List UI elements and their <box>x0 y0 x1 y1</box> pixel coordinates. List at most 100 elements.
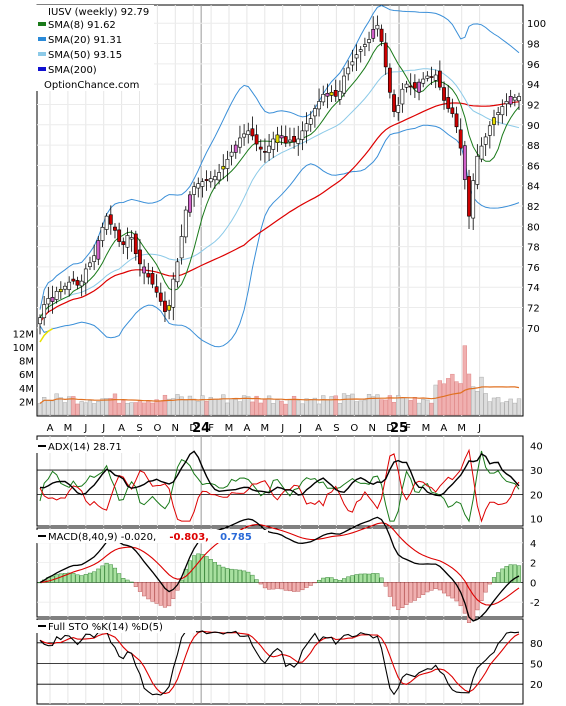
volume-bar <box>141 402 147 416</box>
candle-body <box>129 237 134 240</box>
volume-bar <box>358 400 363 416</box>
candle-body <box>125 235 130 248</box>
candle-body <box>442 87 446 101</box>
candle-body <box>400 88 405 105</box>
macd-histogram-bar <box>504 566 509 583</box>
macd-histogram-bar <box>79 575 84 583</box>
month-label: M <box>64 423 73 434</box>
volume-bar <box>396 395 401 416</box>
macd-histogram-bar <box>358 573 363 583</box>
macd-histogram-bar <box>516 565 522 583</box>
volume-bar <box>154 399 159 416</box>
adx-tick-label: 10 <box>530 515 543 526</box>
macd-histogram-bar <box>379 577 384 583</box>
macd-histogram-bar <box>450 582 455 599</box>
candle-body <box>288 139 292 143</box>
month-label: J <box>477 423 481 434</box>
macd-histogram-bar <box>491 577 497 583</box>
price-tick-label: 70 <box>527 324 540 335</box>
macd-histogram-bar <box>258 582 263 585</box>
candle-body <box>337 90 342 100</box>
volume-bar <box>379 399 384 416</box>
volume-bar <box>196 401 201 416</box>
candle-body <box>517 96 521 102</box>
volume-bar <box>187 395 193 416</box>
volume-bar <box>225 402 230 416</box>
macd-histogram-bar <box>400 582 405 609</box>
sto-frame <box>36 618 524 705</box>
candle-body <box>46 298 51 305</box>
volume-bar <box>137 400 143 416</box>
plus-di-line <box>39 450 520 523</box>
volume-bar <box>212 399 218 416</box>
macd-histogram-bar <box>87 572 93 583</box>
month-label: M <box>225 423 234 434</box>
volume-bar <box>479 376 484 416</box>
volume-bar <box>83 402 88 416</box>
macd-histogram-bar <box>500 568 505 583</box>
volume-bar <box>496 397 501 416</box>
volume-bar <box>275 399 280 416</box>
adx-panel: 10 20 30 40 <box>37 442 543 526</box>
volume-bar <box>400 397 405 416</box>
macd-histogram-bar <box>254 579 259 583</box>
minus-di-line <box>39 448 520 523</box>
macd-histogram-bar <box>71 572 76 583</box>
candle-body <box>346 67 351 75</box>
candle-body <box>467 176 471 217</box>
volume-bar <box>446 378 451 416</box>
volume-bar <box>179 396 184 416</box>
volume-tick-label: 10M <box>13 343 34 354</box>
macd-histogram-bar <box>137 582 143 592</box>
volume-bar <box>354 401 359 416</box>
candle-body <box>254 134 259 145</box>
candle-body <box>350 61 355 66</box>
candle-body <box>471 180 476 219</box>
price-tick-label: 98 <box>527 40 540 51</box>
macd-histogram-bar <box>321 577 326 583</box>
macd-histogram-bar <box>441 582 447 594</box>
candle-body <box>104 215 109 230</box>
candle-body <box>358 49 363 52</box>
macd-histogram-bar <box>112 567 118 583</box>
candle-body <box>483 136 488 145</box>
candle-body <box>167 305 172 311</box>
macd-histogram-bar <box>312 582 317 584</box>
candle-body <box>404 83 409 88</box>
volume-bar <box>391 402 397 416</box>
macd-histogram-bar <box>375 573 380 583</box>
macd-histogram-bar <box>129 581 134 583</box>
volume-bar <box>216 398 222 416</box>
candle-body <box>292 136 296 143</box>
volume-bar <box>250 401 255 416</box>
candle-body <box>246 130 251 136</box>
candle-body <box>479 145 484 160</box>
candle-body <box>121 241 126 245</box>
macd-histogram-bar <box>100 565 105 583</box>
macd-histogram-bar <box>75 574 80 583</box>
candle-body <box>500 106 505 116</box>
volume-bar <box>100 398 105 416</box>
price-tick-label: 76 <box>527 263 540 274</box>
macd-histogram-bar <box>421 582 426 595</box>
macd-histogram-bar <box>304 582 309 588</box>
volume-bar <box>241 395 247 416</box>
legend-swatch-sma200 <box>38 67 46 71</box>
macd-histogram-bar <box>287 582 292 592</box>
candle-body <box>279 135 284 139</box>
macd-histogram-bar <box>62 573 68 583</box>
macd-histogram-bar <box>67 572 72 583</box>
month-label: S <box>136 423 142 434</box>
candle-body <box>296 138 301 144</box>
macd-histogram-bar <box>408 582 413 603</box>
legend-swatch-sma50 <box>38 52 46 56</box>
volume-bar <box>329 396 334 416</box>
volume-bar <box>321 395 326 416</box>
month-label: D <box>189 423 197 434</box>
candle-body <box>379 28 384 42</box>
price-tick-label: 82 <box>527 202 540 213</box>
macd-histogram-bar <box>367 573 372 583</box>
macd-histogram-bar <box>92 571 97 583</box>
candle-body <box>196 183 201 189</box>
volume-bar <box>262 398 268 416</box>
